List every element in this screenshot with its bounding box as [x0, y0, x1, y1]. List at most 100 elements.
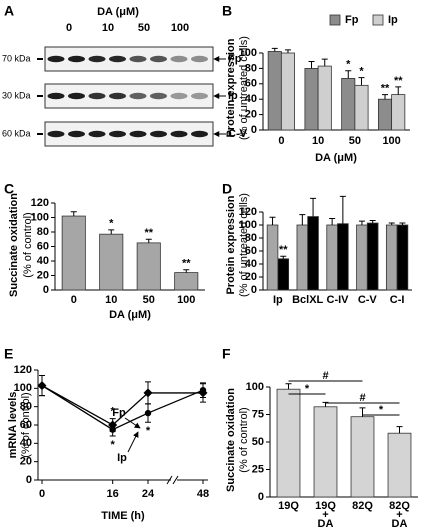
error-bar [145, 238, 152, 243]
x-tick-label: 0 [71, 294, 77, 306]
blot-column-label: 10 [102, 22, 114, 34]
axis-break [166, 475, 179, 485]
bar [396, 224, 409, 291]
blot-band [170, 55, 188, 63]
blot-band [129, 55, 147, 63]
y-axis-title: mRNA levels [7, 392, 19, 459]
y-tick-label: 80 [20, 401, 32, 413]
bar [391, 94, 406, 131]
significance-label: # [359, 392, 365, 404]
error-bar [358, 220, 365, 225]
bar [350, 416, 375, 498]
x-tick-label: 0 [278, 135, 284, 147]
y-tick-label: 60 [37, 240, 49, 252]
y-tick-label: 120 [14, 364, 32, 376]
annotation: ** [381, 82, 390, 94]
x-tick-label: 100 [177, 294, 195, 306]
annotation: * [146, 425, 151, 437]
annotation: * [109, 218, 114, 230]
error-bar [310, 197, 317, 217]
y-tick-label: 100 [239, 47, 257, 59]
significance-label: * [379, 404, 384, 416]
blot-band [68, 55, 85, 63]
y-tick-label: 120 [31, 197, 49, 209]
series-label-arrow [127, 431, 139, 453]
bar [341, 78, 356, 131]
y-tick-label: 0 [26, 474, 32, 486]
bar [385, 224, 398, 291]
x-tick-label: 16 [107, 488, 119, 500]
y-axis-title: Succinate oxidation [8, 193, 20, 297]
blot-band [170, 130, 188, 138]
point [199, 386, 207, 394]
panel-label: C [4, 181, 14, 197]
error-bar [271, 47, 278, 52]
y-axis-title: (% of untreated cells) [238, 36, 250, 140]
bar [280, 52, 296, 131]
y-tick-label: 100 [239, 219, 257, 231]
bar [267, 51, 282, 131]
blot-band [129, 92, 147, 100]
x-tick-label: 48 [197, 488, 209, 500]
point [143, 388, 153, 398]
blot-row-label: C-V [228, 128, 248, 140]
x-tick-label: 10 [312, 135, 324, 147]
y-tick-label: 60 [20, 419, 32, 431]
y-tick-label: 0 [43, 284, 49, 296]
bar [354, 84, 369, 131]
bar [356, 224, 368, 291]
error-bar [299, 214, 306, 225]
error-bar [399, 222, 406, 225]
panel-label: F [222, 346, 231, 362]
x-tick-label: 10 [105, 294, 117, 306]
y-tick-label: 120 [239, 206, 257, 218]
legend-swatch [329, 14, 341, 26]
blot-band [68, 92, 85, 100]
y-tick-label: 40 [245, 93, 257, 105]
annotation: * [359, 66, 364, 78]
y-tick-label: 25 [252, 463, 264, 475]
error-bar [345, 70, 352, 79]
y-tick-label: 20 [245, 109, 257, 121]
blot-band [47, 55, 65, 63]
y-tick-label: 100 [14, 382, 32, 394]
point [144, 409, 152, 417]
x-tick-label: 82Q + DA [389, 500, 410, 529]
series-label: Ip [117, 452, 127, 464]
bar [387, 432, 412, 498]
line [41, 385, 204, 431]
error-bar [183, 269, 190, 273]
bar [377, 98, 393, 131]
bar [296, 224, 309, 291]
blot-band [191, 55, 208, 63]
bar [266, 224, 279, 291]
error-bar [284, 49, 291, 53]
blot-band [47, 92, 65, 100]
blot-band [88, 130, 106, 138]
blot-row-label: Ip [228, 90, 238, 102]
annotation: * [346, 59, 351, 71]
blot-band [109, 130, 126, 138]
bar [136, 242, 161, 291]
y-tick-label: 40 [37, 255, 49, 267]
bar [276, 388, 301, 498]
blot-band [47, 130, 65, 138]
y-axis-title: (% of control) [238, 407, 250, 472]
x-tick-label: 19Q + DA [315, 500, 336, 529]
x-axis-title: DA (μM) [315, 152, 357, 164]
point [38, 382, 46, 389]
blot-column-label: 100 [171, 22, 189, 34]
y-tick-label: 20 [37, 269, 49, 281]
significance-label: * [305, 383, 310, 395]
y-tick-label: 0 [251, 124, 257, 136]
bar [174, 272, 199, 291]
x-tick-label: C-I [390, 294, 405, 306]
blot-band [68, 130, 85, 138]
blot-row-label: Fp [228, 53, 242, 65]
y-tick-label: 80 [245, 62, 257, 74]
blot-band [170, 92, 188, 100]
y-axis-title: Protein expression [225, 195, 237, 294]
y-tick-label: 0 [258, 491, 264, 503]
x-tick-label: 50 [143, 294, 155, 306]
